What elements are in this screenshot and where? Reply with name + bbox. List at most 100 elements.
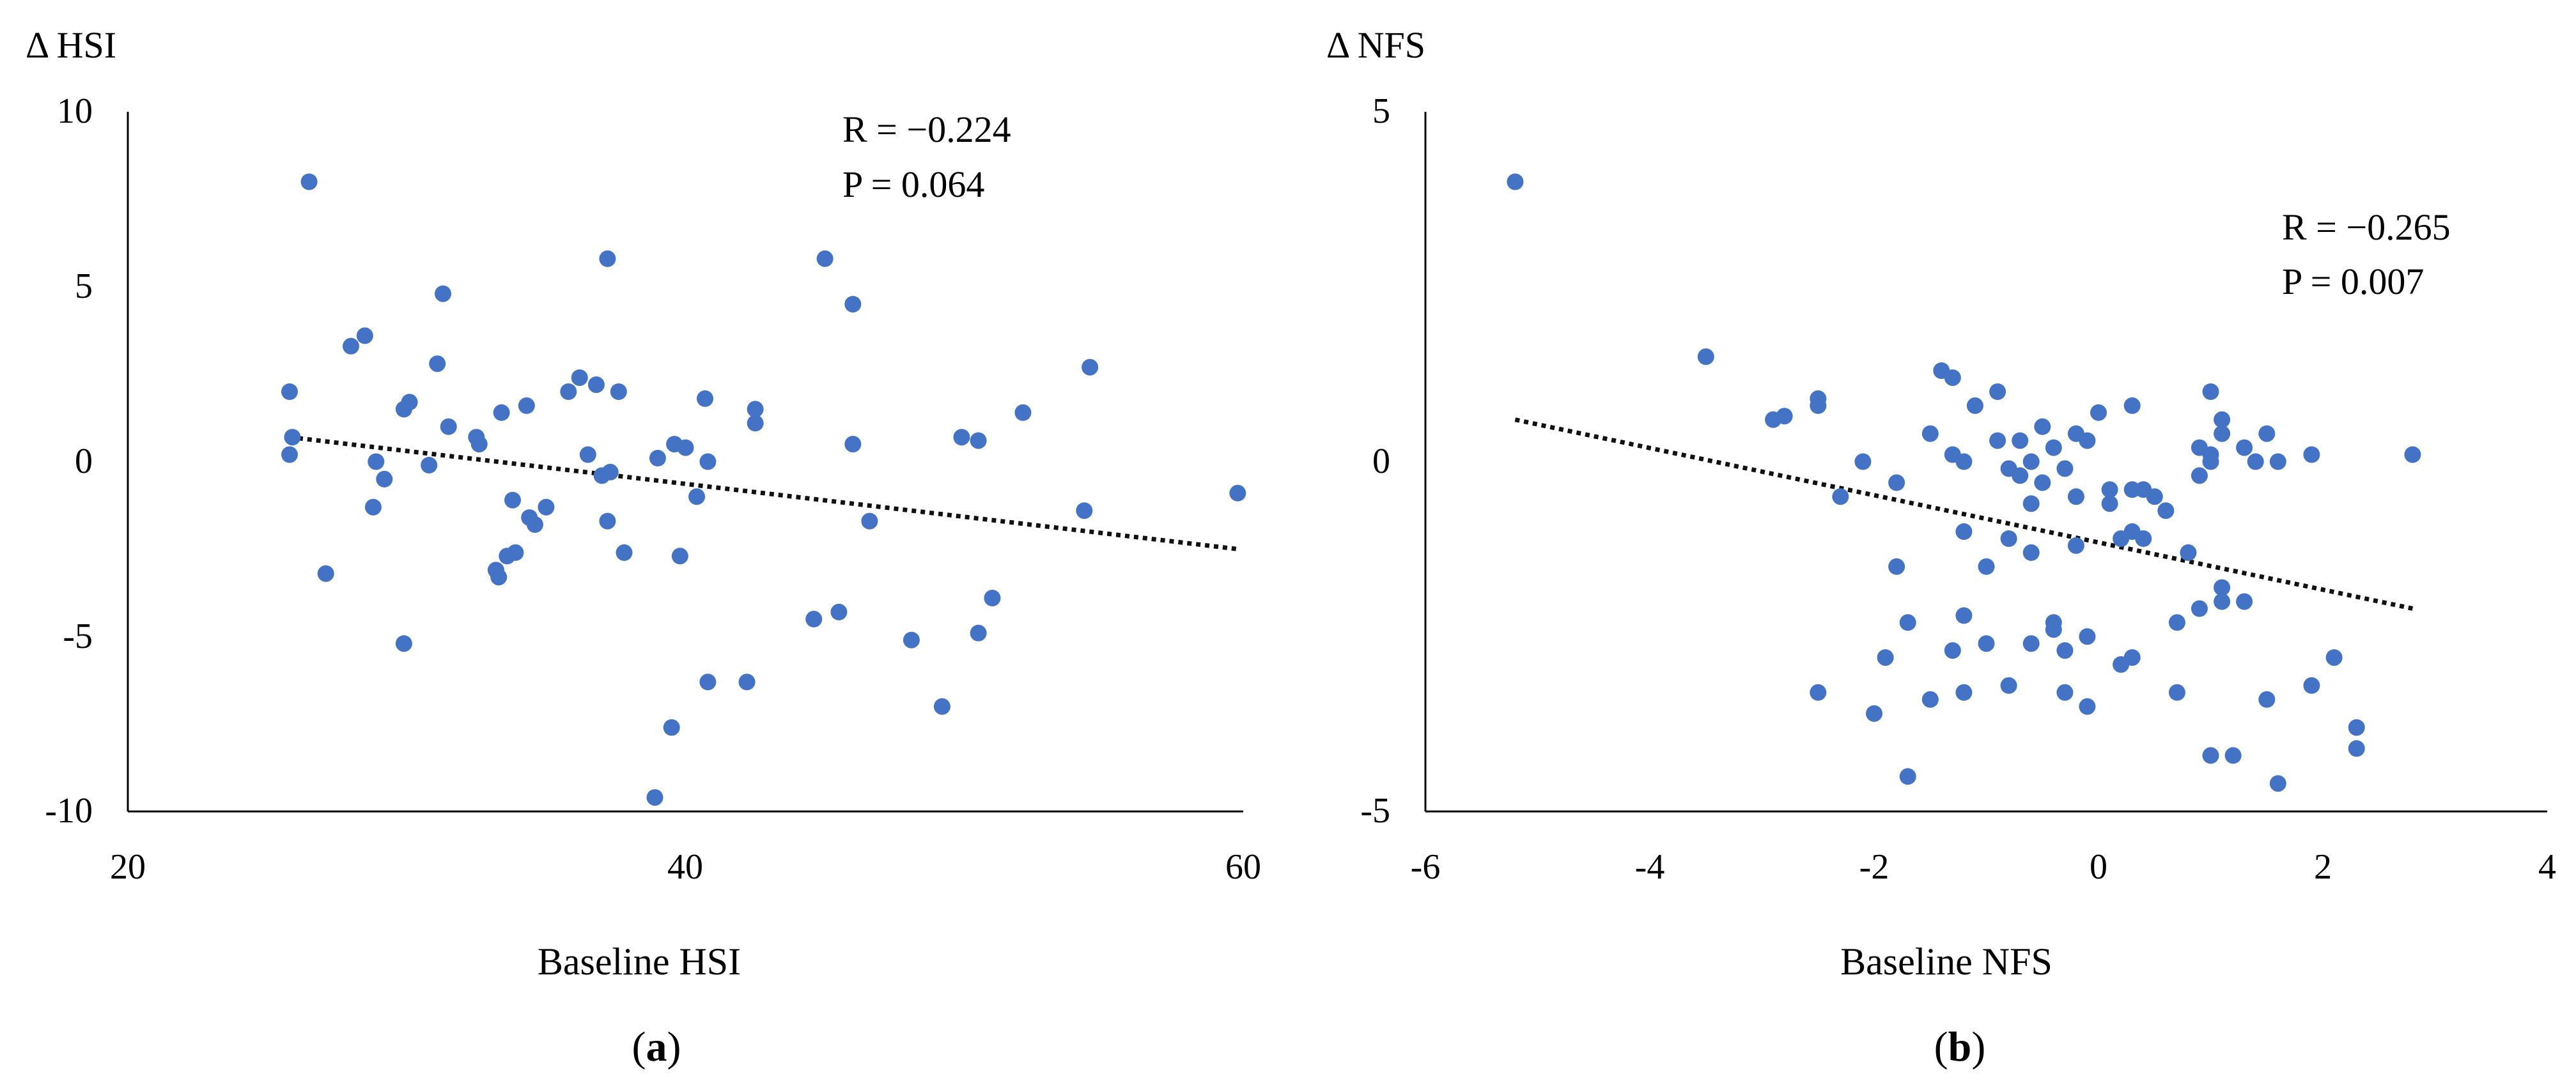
panel-a-label-letter: a xyxy=(646,1024,667,1070)
chart-b-data-point xyxy=(1877,649,1894,666)
chart-b-data-point xyxy=(1810,390,1827,407)
chart-a-data-point xyxy=(970,624,987,641)
chart-b-data-point xyxy=(1944,369,1961,387)
chart-b-data-point xyxy=(1697,348,1714,365)
chart-a-data-point xyxy=(587,376,605,394)
chart-b-data-point xyxy=(2269,775,2286,792)
chart-b-xtick-label: 4 xyxy=(2538,847,2556,887)
chart-a-data-point xyxy=(1082,358,1099,376)
chart-b-data-point xyxy=(2214,579,2231,596)
chart-a-data-point xyxy=(401,394,418,411)
chart-b-data-point xyxy=(2404,446,2421,463)
chart-b-data-point xyxy=(2258,425,2276,442)
chart-b-data-point xyxy=(1899,614,1916,631)
chart-b-data-point xyxy=(2214,593,2231,610)
chart-a-data-point xyxy=(903,631,920,649)
chart-a-ytick-label: -10 xyxy=(45,791,93,831)
chart-b-trendline xyxy=(1514,417,2414,611)
chart-b-data-point xyxy=(2034,474,2051,491)
chart-a-data-point xyxy=(610,383,627,400)
chart-a-data-point xyxy=(507,544,524,561)
chart-b-data-point xyxy=(1989,432,2006,449)
chart-b-data-point xyxy=(2012,432,2029,449)
chart-b-ytick-label: 0 xyxy=(1372,442,1390,481)
chart-b-data-point xyxy=(1944,642,1961,659)
chart-a-data-point xyxy=(953,429,970,446)
chart-a-data-point xyxy=(601,463,619,480)
chart-b-ytick-label: -5 xyxy=(1360,791,1390,831)
panel-b-label-letter: b xyxy=(1948,1024,1972,1070)
chart-b-data-point xyxy=(2056,460,2074,477)
chart-b-data-point xyxy=(1776,408,1793,425)
chart-b-data-point xyxy=(2348,719,2365,736)
chart-b-data-point xyxy=(2236,593,2253,610)
chart-b-r-annotation: R = −0.265 xyxy=(2282,206,2451,248)
chart-a-ytick-label: 10 xyxy=(57,91,93,131)
chart-a-data-point xyxy=(649,450,666,466)
chart-a-data-point xyxy=(984,590,1001,606)
chart-a-xtick-label: 60 xyxy=(1225,847,1261,887)
chart-a-ytick-label: -5 xyxy=(63,617,93,656)
panel-b-label: (b) xyxy=(1934,1024,1986,1070)
chart-b-data-point xyxy=(1966,397,1983,414)
chart-b-data-point xyxy=(1888,558,1905,575)
chart-b-data-point xyxy=(2123,397,2141,414)
chart-b-data-point xyxy=(1899,768,1916,785)
chart-a-data-point xyxy=(688,488,705,505)
chart-a-data-point xyxy=(738,673,756,691)
chart-b-data-point xyxy=(2202,383,2219,400)
chart-a-data-point xyxy=(663,719,680,736)
chart-b-data-point xyxy=(2135,530,2152,547)
chart-b-data-point xyxy=(1955,607,1973,624)
chart-b-data-point xyxy=(2168,614,2185,631)
chart-b-data-point xyxy=(2214,425,2231,442)
chart-b-data-point xyxy=(1989,383,2006,400)
chart-b-data-point xyxy=(2022,453,2040,470)
chart-a-data-point xyxy=(970,432,987,449)
chart-b-data-point xyxy=(1978,635,1995,652)
chart-a-data-point xyxy=(671,548,688,565)
chart-b-data-point xyxy=(1888,474,1905,491)
chart-b-p-annotation: P = 0.007 xyxy=(2282,261,2424,302)
chart-b-data-point xyxy=(2067,537,2084,554)
chart-b-data-point xyxy=(2079,628,2096,645)
chart-b-data-point xyxy=(2056,642,2074,659)
chart-a-data-point xyxy=(343,337,359,355)
chart-a-data-point xyxy=(844,296,862,313)
chart-b-data-point xyxy=(2191,600,2208,617)
chart-a-data-point xyxy=(560,383,577,400)
chart-a-data-point xyxy=(747,401,764,418)
chart-a-data-point xyxy=(281,383,298,400)
chart-a-ytick-label: 0 xyxy=(75,442,93,481)
chart-b-data-point xyxy=(2258,691,2276,708)
chart-b-data-point xyxy=(1978,558,1995,575)
panel-a-label-open: ( xyxy=(632,1024,646,1070)
chart-b-xtick-label: -2 xyxy=(1859,847,1889,887)
chart-a-ytick-label: 5 xyxy=(75,266,93,306)
chart-a-data-point xyxy=(440,418,457,435)
chart-b-data-point xyxy=(2101,495,2118,512)
chart-b-data-point xyxy=(2045,439,2062,456)
chart-a-xtick-label: 40 xyxy=(667,847,703,887)
chart-b-data-point xyxy=(2325,649,2343,666)
chart-a-data-point xyxy=(747,415,764,432)
chart-b: Δ NFS 5 0 -5 -6 -4 -2 0 2 4 Baseline NFS… xyxy=(1326,24,2556,1070)
chart-a-data-point xyxy=(816,250,834,267)
chart-b-data-point xyxy=(2079,698,2096,715)
chart-b-data-point xyxy=(2022,495,2040,512)
chart-a-data-point xyxy=(526,516,543,533)
chart-b-data-point xyxy=(2269,453,2286,470)
chart-b-data-point xyxy=(1921,691,1939,708)
chart-b-data-point xyxy=(1866,705,1882,722)
panel-b-label-open: ( xyxy=(1934,1024,1948,1070)
chart-a-data-point xyxy=(429,355,446,373)
chart-b-data-point xyxy=(2045,621,2062,638)
chart-a-data-point xyxy=(493,404,510,421)
chart-a-data-point xyxy=(538,498,555,516)
chart-a-data-point xyxy=(504,491,521,509)
chart-b-data-point xyxy=(2090,404,2107,421)
chart-b-data-point xyxy=(1955,684,1973,701)
chart-b-data-point xyxy=(2214,411,2231,428)
chart-a-data-point xyxy=(933,698,950,715)
